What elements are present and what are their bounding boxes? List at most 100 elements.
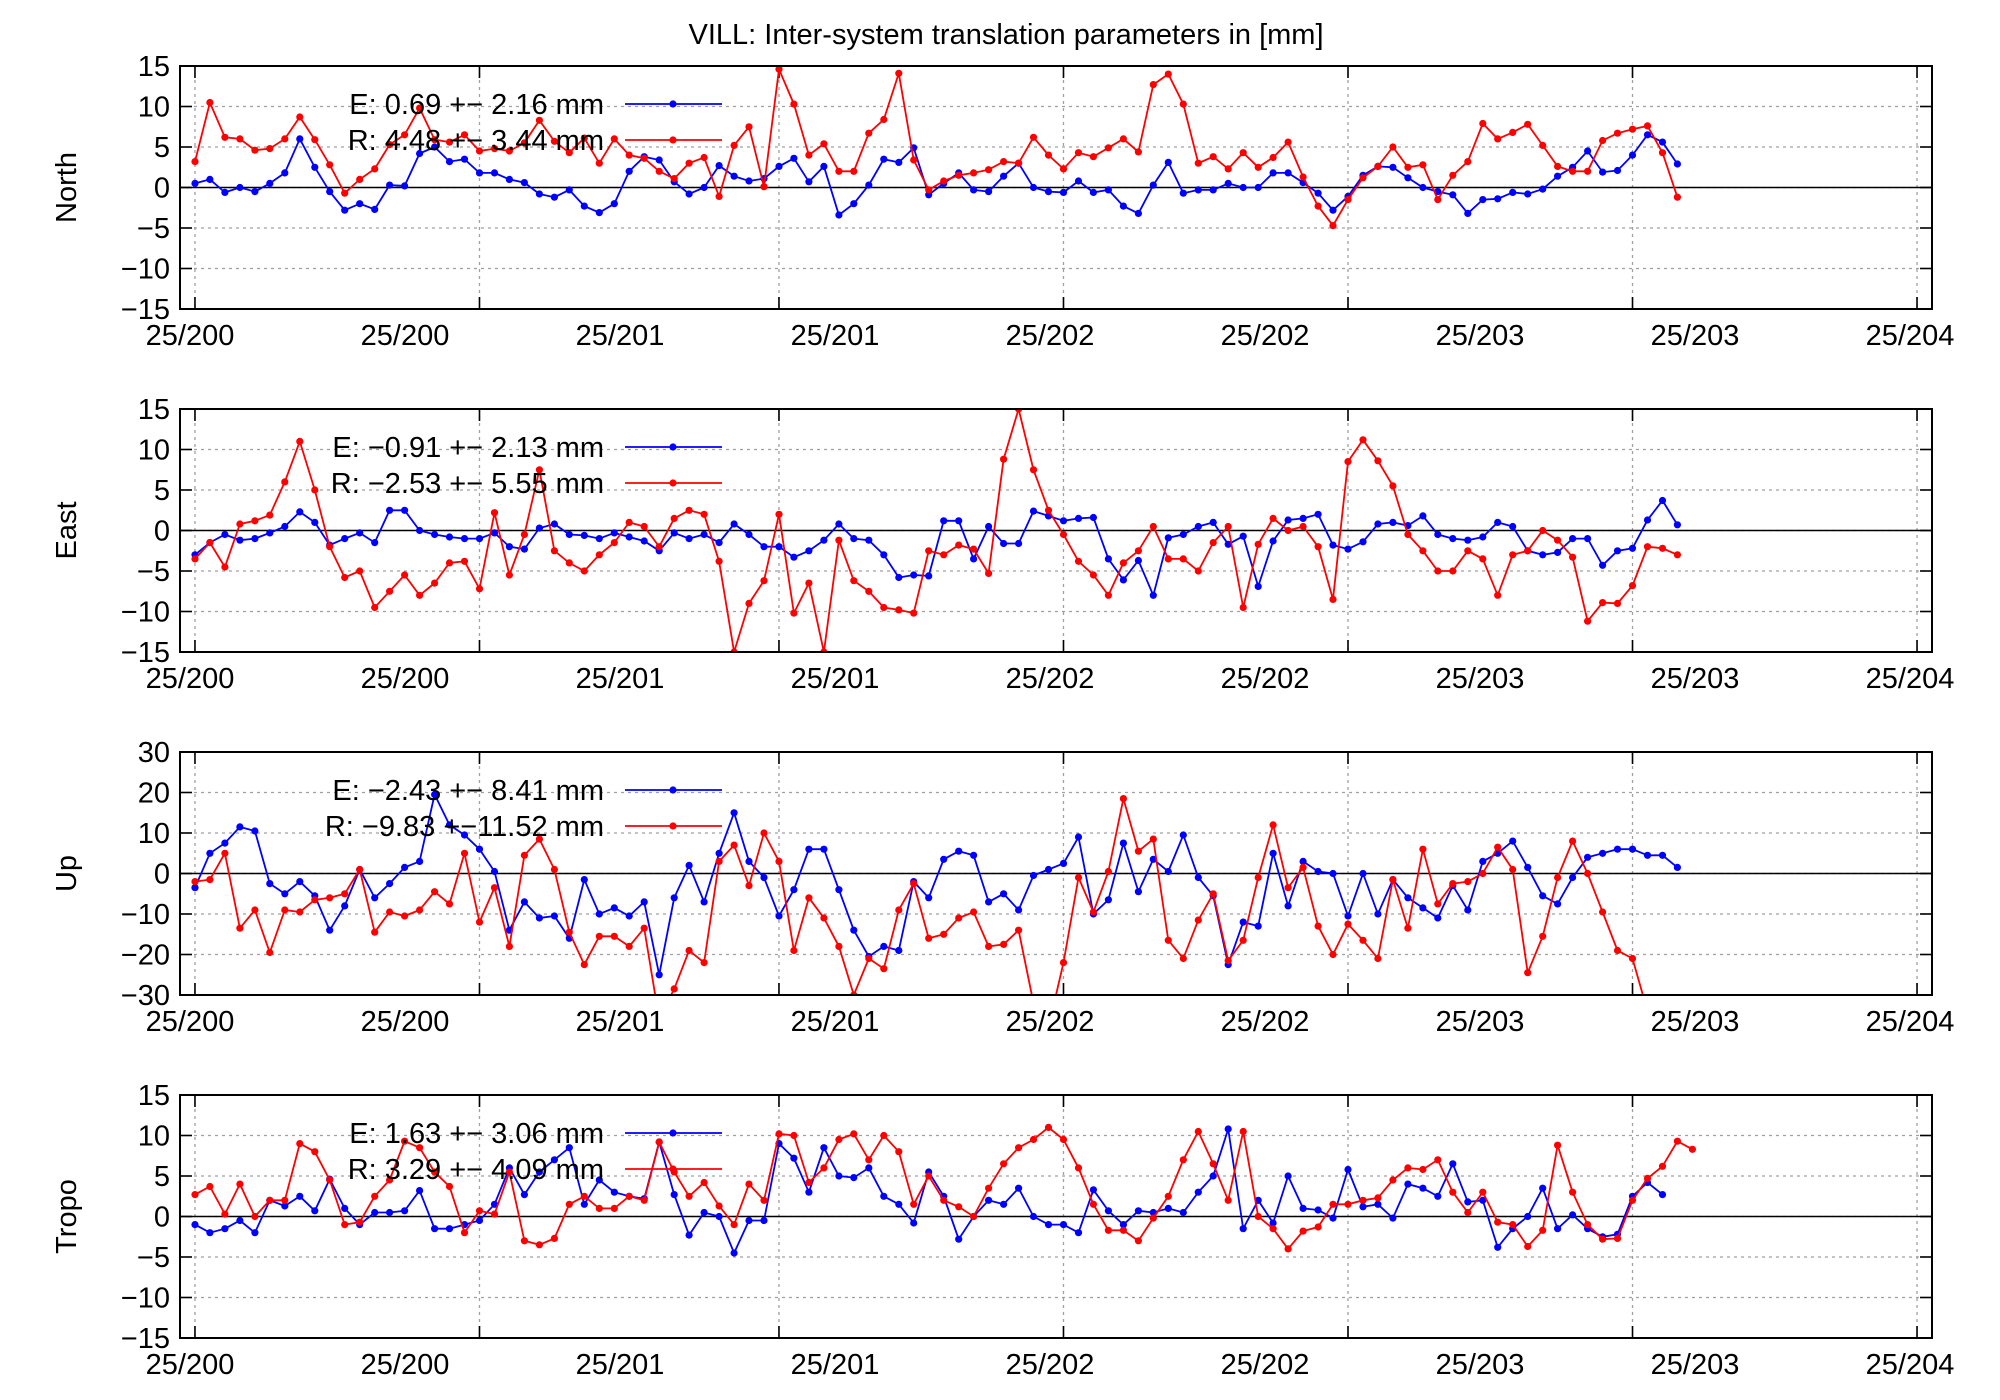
east-series-r-point bbox=[371, 603, 379, 612]
north-series-r-point bbox=[1179, 100, 1187, 108]
north-series-r-point bbox=[655, 167, 663, 175]
tropo-xtick-label: 25/200 bbox=[146, 1349, 235, 1381]
up-series-r-point bbox=[895, 906, 903, 914]
north-series-e-point bbox=[460, 155, 469, 163]
north-legend-label: E: 0.69 +− 2.16 mm bbox=[349, 89, 604, 121]
east-series-e-point bbox=[1464, 536, 1472, 544]
north-series-e-point bbox=[1149, 181, 1157, 189]
east-series-r-point bbox=[955, 541, 963, 549]
north-series-e-point bbox=[970, 186, 978, 194]
up-series-r-point bbox=[1314, 922, 1322, 930]
tropo-ytick-label: 0 bbox=[154, 1202, 170, 1234]
up-series-r-point bbox=[940, 930, 948, 938]
up-series-r-point bbox=[970, 908, 978, 916]
up-legend-marker bbox=[669, 786, 677, 794]
tropo-series-r-point bbox=[610, 1204, 618, 1212]
tropo-series-r-point bbox=[401, 1137, 409, 1145]
up-series-e-point bbox=[1269, 849, 1277, 857]
east-series-r-point bbox=[505, 571, 513, 579]
north-series-e-point bbox=[1029, 183, 1038, 192]
north-series-r-point bbox=[1404, 163, 1412, 171]
east-series-e-point bbox=[490, 529, 499, 537]
east-series-r-point bbox=[1658, 544, 1667, 552]
east-series-r-point bbox=[191, 555, 199, 563]
up-series-r-point bbox=[880, 965, 888, 973]
tropo-series-e-point bbox=[1179, 1208, 1187, 1217]
north-series-r-point bbox=[1419, 161, 1427, 169]
tropo-series-e-point bbox=[1134, 1207, 1142, 1215]
north-series-r-point bbox=[625, 151, 633, 159]
east-series-r-point bbox=[925, 547, 933, 555]
tropo-series-e-point bbox=[1524, 1212, 1532, 1221]
tropo-series-e-point bbox=[910, 1219, 918, 1227]
north-series-e-point bbox=[505, 175, 513, 183]
east-series-r-point bbox=[475, 585, 484, 593]
up-axis-label: Up bbox=[51, 855, 83, 892]
east-series-e-point bbox=[1059, 517, 1068, 525]
up-series-e-point bbox=[745, 857, 753, 866]
tropo-series-r-point bbox=[1104, 1226, 1112, 1234]
east-series-e-point bbox=[1569, 535, 1577, 543]
tropo-series-e-point bbox=[595, 1176, 603, 1184]
up-xtick-label: 25/201 bbox=[576, 1006, 665, 1038]
east-series-e-point bbox=[730, 520, 738, 528]
east-series-r-point bbox=[401, 571, 409, 579]
east-series-r-point bbox=[940, 551, 948, 559]
up-xtick-label: 25/202 bbox=[1006, 1006, 1095, 1038]
up-series-e-point bbox=[715, 849, 723, 857]
north-series-r-point bbox=[1643, 122, 1652, 130]
tropo-xtick-label: 25/200 bbox=[361, 1349, 450, 1381]
east-series-r-point bbox=[1074, 557, 1083, 565]
tropo-series-e-point bbox=[296, 1192, 304, 1200]
tropo-series-r-point bbox=[1224, 1196, 1232, 1204]
up-series-r-point bbox=[311, 896, 319, 904]
up-ytick-label: −10 bbox=[121, 899, 170, 931]
north-series-r-point bbox=[670, 175, 678, 183]
north-series-e-point bbox=[1164, 158, 1172, 166]
east-series-r-point bbox=[1419, 547, 1427, 555]
north-series-r-point bbox=[1254, 163, 1262, 171]
east-series-r-point bbox=[445, 559, 454, 567]
tropo-series-e-point bbox=[565, 1144, 573, 1152]
east-series-e-point bbox=[1089, 513, 1097, 522]
east-series-e-point bbox=[850, 535, 858, 543]
north-series-r-point bbox=[1584, 167, 1592, 175]
north-series-r-point bbox=[221, 133, 229, 141]
east-series-e-point bbox=[1494, 518, 1502, 527]
up-xtick-label: 25/204 bbox=[1866, 1006, 1955, 1038]
north-series-e-point bbox=[341, 206, 349, 214]
north-series-r-point bbox=[1359, 174, 1367, 182]
north-series-e-point bbox=[475, 169, 484, 177]
east-series-e-point bbox=[1209, 518, 1217, 527]
tropo-series-e-point bbox=[955, 1235, 963, 1243]
up-ytick-label: −30 bbox=[121, 980, 170, 1012]
north-series-r-point bbox=[790, 100, 798, 108]
up-series-r-point bbox=[790, 946, 798, 955]
east-series-e-line bbox=[194, 498, 1679, 599]
tropo-series-r-point bbox=[1628, 1196, 1637, 1204]
east-series-e-point bbox=[1314, 510, 1322, 518]
tropo-series-r-point bbox=[281, 1196, 289, 1204]
tropo-legend-marker bbox=[669, 1165, 677, 1173]
east-series-e-point bbox=[595, 535, 603, 543]
tropo-series-r-point bbox=[880, 1131, 888, 1140]
tropo-series-e-point bbox=[535, 1168, 544, 1176]
up-series-e-point bbox=[1613, 845, 1622, 853]
north-ytick-label: 5 bbox=[154, 132, 170, 164]
east-series-r-point bbox=[565, 559, 573, 567]
up-series-e-point bbox=[985, 898, 993, 906]
tropo-series-r-point bbox=[416, 1144, 424, 1152]
east-series-r-point bbox=[1269, 514, 1277, 523]
east-series-r-point bbox=[760, 577, 768, 585]
tropo-series-r-point bbox=[550, 1234, 559, 1242]
east-series-r-point bbox=[1539, 526, 1547, 535]
tropo-xtick-label: 25/203 bbox=[1651, 1349, 1740, 1381]
north-series-e-point bbox=[1628, 151, 1637, 159]
tropo-series-r-point bbox=[356, 1218, 364, 1226]
tropo-series-r-point bbox=[580, 1192, 588, 1200]
east-series-r-point bbox=[1479, 555, 1487, 563]
up-series-r-point bbox=[550, 865, 559, 874]
north-series-e-point bbox=[416, 149, 424, 158]
north-series-e-point bbox=[850, 200, 858, 208]
up-series-e-point bbox=[1359, 869, 1367, 878]
